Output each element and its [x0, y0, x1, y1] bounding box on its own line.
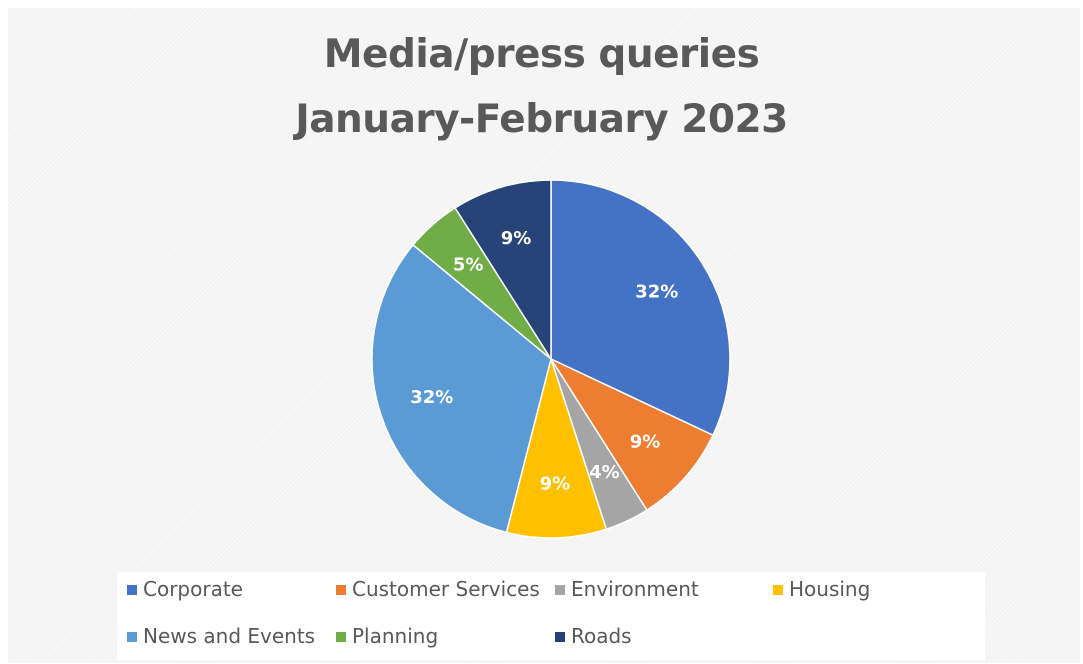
pie-slice-corporate [550, 179, 731, 437]
legend-label: Planning [352, 624, 439, 648]
chart-legend: Corporate Customer Services Environment Hou… [117, 572, 985, 660]
legend-item-environment: Environment [555, 577, 699, 601]
data-label-environment: 4% [589, 462, 620, 483]
chart-subtitle: January-February 2023 [295, 97, 788, 142]
pie-slice-roads [454, 179, 552, 362]
legend-item-corporate: Corporate [127, 577, 243, 601]
legend-swatch [555, 632, 565, 642]
legend-swatch [336, 632, 346, 642]
legend-label: Environment [571, 577, 699, 601]
legend-item-roads: Roads [555, 624, 632, 648]
pie-slice-housing [505, 356, 608, 539]
pie-slice-news-and-events [371, 243, 552, 534]
legend-item-customer-services: Customer Services [336, 577, 540, 601]
data-label-corporate: 32% [635, 281, 678, 302]
data-label-housing: 9% [540, 474, 571, 495]
legend-label: Corporate [143, 577, 243, 601]
pie-slice-customer-services [548, 357, 714, 512]
legend-swatch [555, 585, 565, 595]
chart-title: Media/press queries [323, 32, 760, 77]
legend-swatch [127, 632, 137, 642]
legend-swatch [127, 585, 137, 595]
legend-label: Customer Services [352, 577, 540, 601]
data-label-planning: 5% [453, 255, 484, 276]
legend-item-news-and-events: News and Events [127, 624, 315, 648]
data-label-customer-services: 9% [630, 431, 661, 452]
legend-item-housing: Housing [773, 577, 870, 601]
legend-item-planning: Planning [336, 624, 438, 648]
legend-swatch [336, 585, 346, 595]
legend-swatch [773, 585, 783, 595]
legend-label: News and Events [143, 624, 316, 648]
data-label-roads: 9% [501, 228, 532, 249]
legend-label: Roads [571, 624, 632, 648]
data-label-news-and-events: 32% [410, 387, 453, 408]
legend-label: Housing [789, 577, 871, 601]
